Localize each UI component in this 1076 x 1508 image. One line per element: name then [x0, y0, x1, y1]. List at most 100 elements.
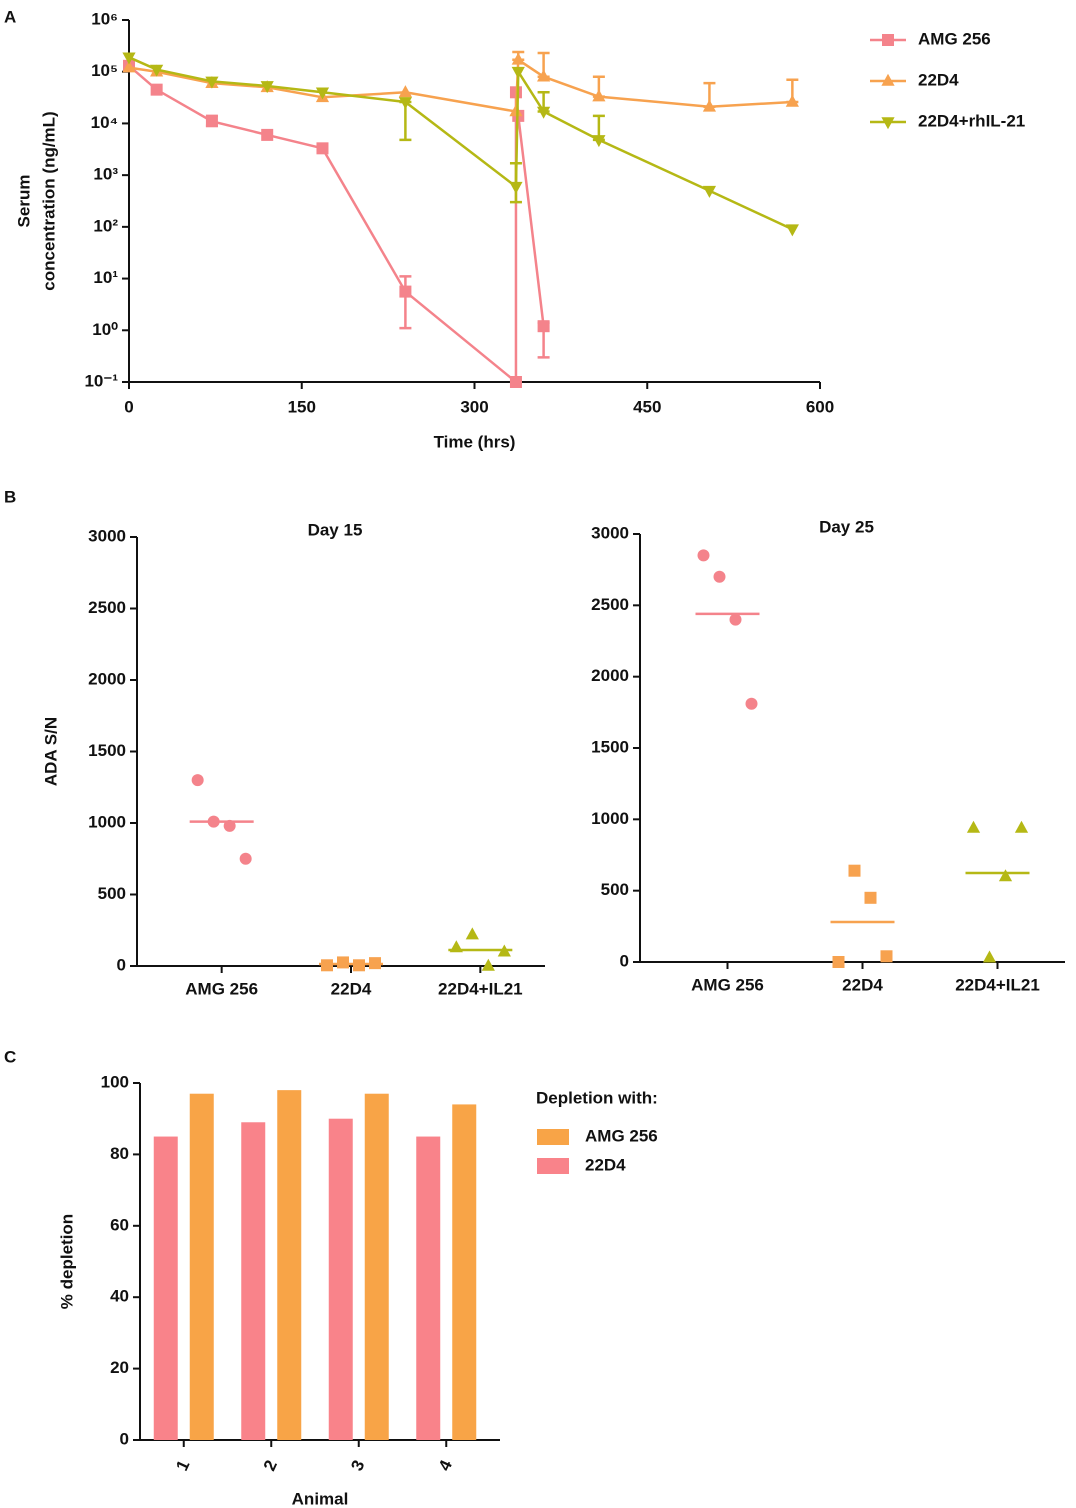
- marker: [122, 60, 136, 73]
- y-tick-label: 1000: [591, 809, 629, 828]
- marker: [537, 69, 551, 82]
- y-tick-label: 10⁶: [91, 9, 118, 28]
- y-axis-label: ADA S/N: [41, 717, 60, 786]
- marker: [398, 85, 412, 98]
- marker: [353, 959, 365, 972]
- x-tick-label: 22D4: [331, 979, 372, 998]
- marker: [398, 97, 412, 110]
- marker: [205, 76, 219, 89]
- legend-label: AMG 256: [918, 29, 991, 48]
- bar: [416, 1136, 441, 1440]
- y-tick-label: 10⁻¹: [84, 371, 118, 390]
- marker: [592, 135, 606, 148]
- y-tick-label: 0: [117, 955, 126, 974]
- panel-label: A: [4, 7, 16, 26]
- marker: [481, 958, 495, 971]
- marker: [223, 819, 236, 832]
- y-tick-label: 80: [110, 1144, 129, 1163]
- legend-title: Depletion with:: [536, 1088, 658, 1107]
- series-line: [128, 57, 793, 113]
- marker: [832, 956, 845, 968]
- marker: [321, 959, 333, 972]
- legend-label: 22D4: [918, 70, 959, 89]
- marker: [702, 185, 717, 198]
- marker: [337, 956, 349, 969]
- marker: [848, 864, 861, 877]
- marker: [150, 64, 164, 77]
- x-tick-label: AMG 256: [691, 975, 764, 994]
- bar: [328, 1118, 353, 1440]
- y-tick-label: 2500: [591, 595, 629, 614]
- y-tick-label: 100: [101, 1072, 129, 1091]
- x-tick-label: 4: [435, 1457, 456, 1474]
- bar: [189, 1093, 214, 1440]
- bar: [241, 1122, 266, 1440]
- marker: [864, 891, 877, 904]
- panel-label: B: [4, 487, 16, 506]
- legend-label: 22D4+rhIL-21: [918, 111, 1025, 130]
- marker: [982, 950, 997, 963]
- x-axis-label: Time (hrs): [434, 432, 516, 451]
- marker: [537, 320, 550, 333]
- marker: [511, 66, 525, 79]
- marker: [315, 87, 330, 100]
- bar: [153, 1136, 178, 1440]
- y-tick-label: 0: [620, 951, 629, 970]
- y-tick-label: 20: [110, 1358, 129, 1377]
- y-tick-label: 40: [110, 1287, 129, 1306]
- marker: [882, 34, 894, 46]
- marker: [713, 570, 726, 583]
- series-line: [128, 64, 545, 385]
- y-tick-label: 10²: [93, 216, 118, 235]
- y-axis-label: Serum: [14, 175, 33, 228]
- marker: [785, 224, 799, 237]
- chart-title: Day 15: [308, 520, 363, 539]
- marker: [150, 83, 163, 96]
- legend-label: 22D4: [585, 1155, 626, 1174]
- y-tick-label: 1500: [591, 737, 629, 756]
- marker: [1014, 820, 1029, 833]
- bar: [277, 1090, 302, 1440]
- marker: [697, 549, 710, 562]
- marker: [881, 117, 895, 130]
- error-bar: [399, 275, 412, 330]
- marker: [239, 852, 252, 865]
- x-tick-label: 150: [288, 397, 316, 416]
- marker: [729, 613, 742, 626]
- marker: [881, 73, 895, 86]
- x-axis-label: Animal: [292, 1489, 349, 1508]
- series-line: [128, 56, 793, 231]
- x-tick-label: AMG 256: [185, 979, 258, 998]
- y-tick-label: 3000: [591, 523, 629, 542]
- y-tick-label: 1500: [88, 741, 126, 760]
- marker: [465, 927, 479, 940]
- x-tick-label: 22D4+IL21: [438, 979, 523, 998]
- y-axis-label: % depletion: [57, 1214, 76, 1309]
- marker: [966, 820, 981, 833]
- y-tick-label: 10¹: [93, 268, 118, 287]
- y-tick-label: 500: [98, 884, 126, 903]
- legend-label: AMG 256: [585, 1126, 658, 1145]
- y-tick-label: 60: [110, 1215, 129, 1234]
- y-tick-label: 10⁰: [92, 320, 118, 339]
- y-tick-label: 10⁴: [91, 113, 118, 132]
- x-tick-label: 450: [633, 397, 661, 416]
- marker: [745, 697, 758, 710]
- x-tick-label: 0: [124, 397, 133, 416]
- y-tick-label: 2500: [88, 598, 126, 617]
- x-tick-label: 22D4+IL21: [955, 975, 1040, 994]
- marker: [509, 376, 522, 388]
- x-tick-label: 3: [347, 1457, 368, 1474]
- bar: [364, 1093, 389, 1440]
- legend-swatch: [537, 1129, 569, 1145]
- marker: [509, 104, 523, 117]
- y-tick-label: 500: [601, 880, 629, 899]
- y-tick-label: 1000: [88, 812, 126, 831]
- marker: [537, 106, 551, 119]
- panel-label: C: [4, 1047, 16, 1066]
- chart-title: Day 25: [819, 517, 874, 536]
- marker: [205, 115, 218, 128]
- marker: [509, 181, 523, 194]
- marker: [191, 774, 204, 787]
- marker: [880, 950, 893, 963]
